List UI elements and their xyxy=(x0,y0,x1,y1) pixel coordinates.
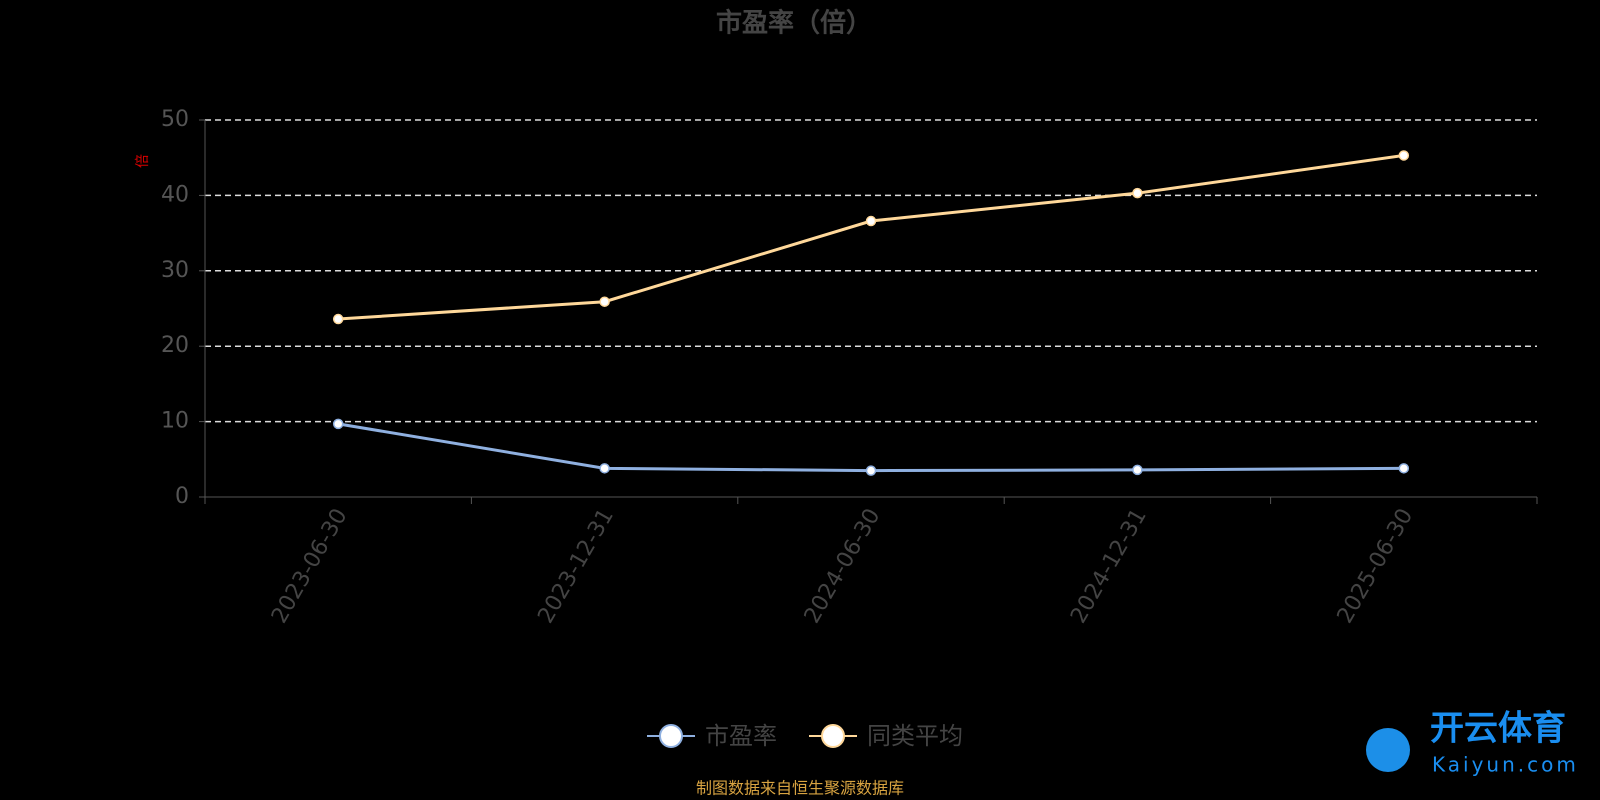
data-point xyxy=(865,215,877,227)
data-point xyxy=(332,418,344,430)
legend-marker xyxy=(821,724,845,748)
logo-site: Kaiyun.com xyxy=(1432,753,1579,777)
y-tick-label: 40 xyxy=(161,182,189,207)
y-tick-label: 50 xyxy=(161,107,189,132)
y-tick-label: 10 xyxy=(161,409,189,434)
legend-item: 市盈率 xyxy=(647,722,777,750)
chart-title: 市盈率（倍） xyxy=(716,8,872,39)
legend-label: 市盈率 xyxy=(705,722,777,750)
source-note: 制图数据来自恒生聚源数据库 xyxy=(696,779,904,798)
y-tick-label: 20 xyxy=(161,333,189,358)
y-axis-label: 倍 xyxy=(135,154,151,168)
data-point xyxy=(1132,187,1143,199)
legend-item: 同类平均 xyxy=(809,722,963,750)
logo-name: 开云体育 xyxy=(1430,709,1566,749)
legend-label: 同类平均 xyxy=(867,722,963,750)
data-point xyxy=(332,313,344,325)
logo: 开云体育 Kaiyun.com xyxy=(1366,709,1579,777)
data-point xyxy=(599,463,610,474)
data-point xyxy=(1398,463,1410,474)
data-point xyxy=(599,296,610,307)
data-point xyxy=(1132,464,1143,476)
data-point xyxy=(1398,150,1410,161)
data-point xyxy=(865,465,877,476)
y-tick-label: 0 xyxy=(175,484,189,509)
legend-marker xyxy=(659,724,683,748)
y-tick-label: 30 xyxy=(161,258,189,283)
logo-icon xyxy=(1366,728,1410,772)
